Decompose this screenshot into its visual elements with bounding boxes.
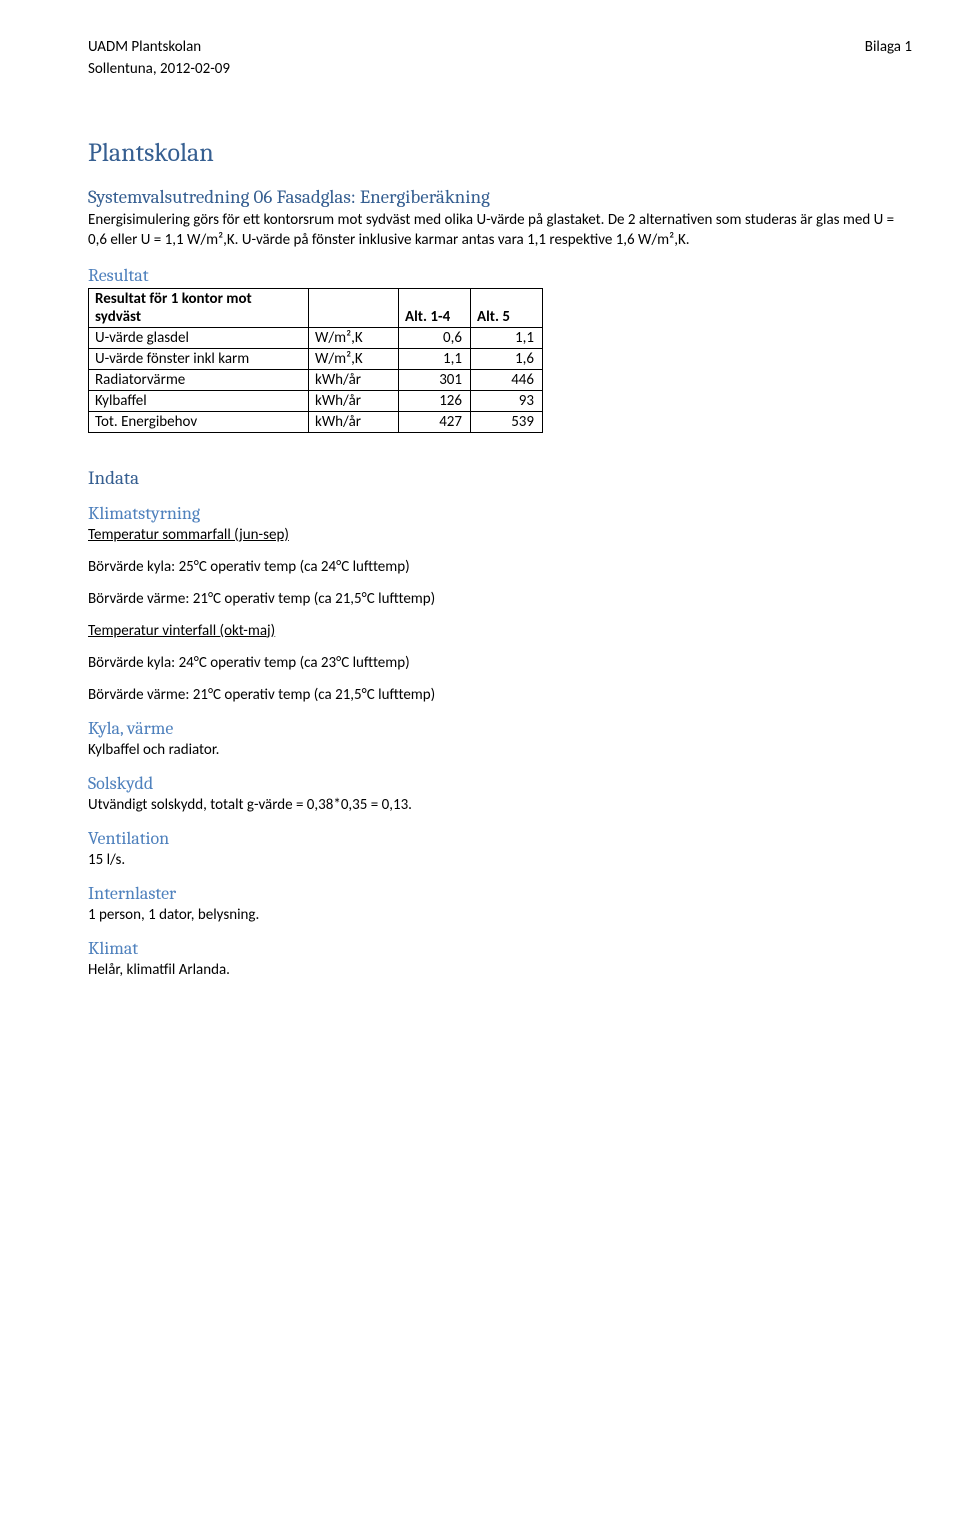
table-cell: kWh/år xyxy=(309,390,399,411)
table-head-cell xyxy=(309,288,399,327)
table-cell: W/m²,K xyxy=(309,348,399,369)
section-heading: Internlaster xyxy=(88,883,912,904)
table-cell: 1,1 xyxy=(471,327,543,348)
header-date: Sollentuna, 2012-02-09 xyxy=(88,60,912,78)
table-row: Kylbaffel kWh/år 126 93 xyxy=(89,390,543,411)
table-cell: 1,1 xyxy=(399,348,471,369)
table-header-row: Resultat för 1 kontor mot sydväst Alt. 1… xyxy=(89,288,543,327)
table-cell: kWh/år xyxy=(309,369,399,390)
section-paragraph: Börvärde värme: 21°C operativ temp (ca 2… xyxy=(88,686,912,704)
document-title: Plantskolan xyxy=(88,138,912,168)
intro-paragraph: Energisimulering görs för ett kontorsrum… xyxy=(88,210,912,251)
table-cell: 0,6 xyxy=(399,327,471,348)
table-cell: Kylbaffel xyxy=(89,390,309,411)
table-cell: 427 xyxy=(399,411,471,432)
table-row: Radiatorvärme kWh/år 301 446 xyxy=(89,369,543,390)
section-paragraph: Kylbaffel och radiator. xyxy=(88,741,912,759)
resultat-heading: Resultat xyxy=(88,265,912,286)
section-heading: Klimatstyrning xyxy=(88,503,912,524)
table-cell: 539 xyxy=(471,411,543,432)
table-cell: 126 xyxy=(399,390,471,411)
section-paragraph: Börvärde kyla: 25°C operativ temp (ca 24… xyxy=(88,558,912,576)
section-subheading: Temperatur sommarfall (jun-sep) xyxy=(88,526,912,544)
results-table: Resultat för 1 kontor mot sydväst Alt. 1… xyxy=(88,288,543,433)
section-heading: Klimat xyxy=(88,938,912,959)
section-heading: Ventilation xyxy=(88,828,912,849)
table-cell: W/m²,K xyxy=(309,327,399,348)
table-head-cell: Alt. 5 xyxy=(471,288,543,327)
section-paragraph: Börvärde värme: 21°C operativ temp (ca 2… xyxy=(88,590,912,608)
table-cell: Radiatorvärme xyxy=(89,369,309,390)
section-paragraph: Helår, klimatfil Arlanda. xyxy=(88,961,912,979)
indata-heading: Indata xyxy=(88,467,912,489)
table-cell: U-värde fönster inkl karm xyxy=(89,348,309,369)
table-head-cell: Alt. 1-4 xyxy=(399,288,471,327)
table-cell: Tot. Energibehov xyxy=(89,411,309,432)
table-cell: U-värde glasdel xyxy=(89,327,309,348)
section-heading: Kyla, värme xyxy=(88,718,912,739)
section-heading: Solskydd xyxy=(88,773,912,794)
section-paragraph: 15 l/s. xyxy=(88,851,912,869)
table-row: U-värde fönster inkl karm W/m²,K 1,1 1,6 xyxy=(89,348,543,369)
section-paragraph: Utvändigt solskydd, totalt g-värde = 0,3… xyxy=(88,796,912,814)
header-right: Bilaga 1 xyxy=(865,38,912,56)
table-cell: 301 xyxy=(399,369,471,390)
table-cell: kWh/år xyxy=(309,411,399,432)
table-row: Tot. Energibehov kWh/år 427 539 xyxy=(89,411,543,432)
table-cell: 1,6 xyxy=(471,348,543,369)
table-cell: 93 xyxy=(471,390,543,411)
section-subheading: Temperatur vinterfall (okt-maj) xyxy=(88,622,912,640)
page: UADM Plantskolan Bilaga 1 Sollentuna, 20… xyxy=(0,0,960,1041)
document-subtitle: Systemvalsutredning 06 Fasadglas: Energi… xyxy=(88,186,912,208)
table-head-cell: Resultat för 1 kontor mot sydväst xyxy=(89,288,309,327)
section-paragraph: 1 person, 1 dator, belysning. xyxy=(88,906,912,924)
section-paragraph: Börvärde kyla: 24°C operativ temp (ca 23… xyxy=(88,654,912,672)
header-left: UADM Plantskolan xyxy=(88,38,201,56)
table-cell: 446 xyxy=(471,369,543,390)
page-header: UADM Plantskolan Bilaga 1 xyxy=(88,38,912,56)
table-row: U-värde glasdel W/m²,K 0,6 1,1 xyxy=(89,327,543,348)
sections-container: Klimatstyrning Temperatur sommarfall (jun… xyxy=(88,503,912,979)
